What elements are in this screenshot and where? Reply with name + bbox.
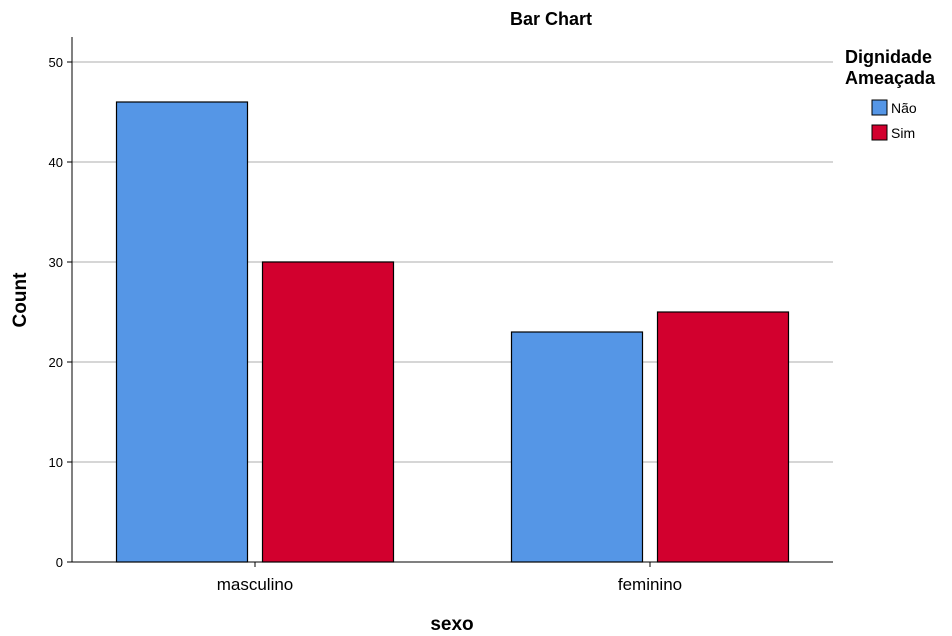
y-tick-label: 40: [49, 155, 63, 170]
y-tick-label: 10: [49, 455, 63, 470]
y-tick-label: 0: [56, 555, 63, 570]
legend-title-line2: Ameaçada: [845, 68, 936, 88]
legend-title-line1: Dignidade: [845, 47, 932, 67]
legend: Dignidade Ameaçada Não Sim: [845, 47, 936, 141]
chart-title: Bar Chart: [510, 9, 592, 29]
x-axis-title: sexo: [430, 614, 473, 635]
bars: [115, 101, 790, 563]
legend-swatch: [871, 124, 888, 141]
x-tick-labels: masculino feminino: [217, 562, 682, 594]
y-axis-title: Count: [10, 272, 31, 328]
bar-masculino-nao: [115, 101, 249, 563]
y-tick-labels: 0 10 20 30 40 50: [49, 55, 72, 570]
bar-masculino-sim: [261, 261, 395, 563]
y-tick-label: 50: [49, 55, 63, 70]
bar-feminino-nao: [510, 331, 644, 563]
y-tick-label: 30: [49, 255, 63, 270]
y-tick-label: 20: [49, 355, 63, 370]
legend-swatch: [871, 99, 888, 116]
legend-label: Sim: [891, 125, 915, 141]
legend-label: Não: [891, 100, 917, 116]
bar-feminino-sim: [656, 311, 790, 563]
x-tick-label: masculino: [217, 575, 294, 594]
x-tick-label: feminino: [618, 575, 682, 594]
axes: [71, 37, 833, 563]
